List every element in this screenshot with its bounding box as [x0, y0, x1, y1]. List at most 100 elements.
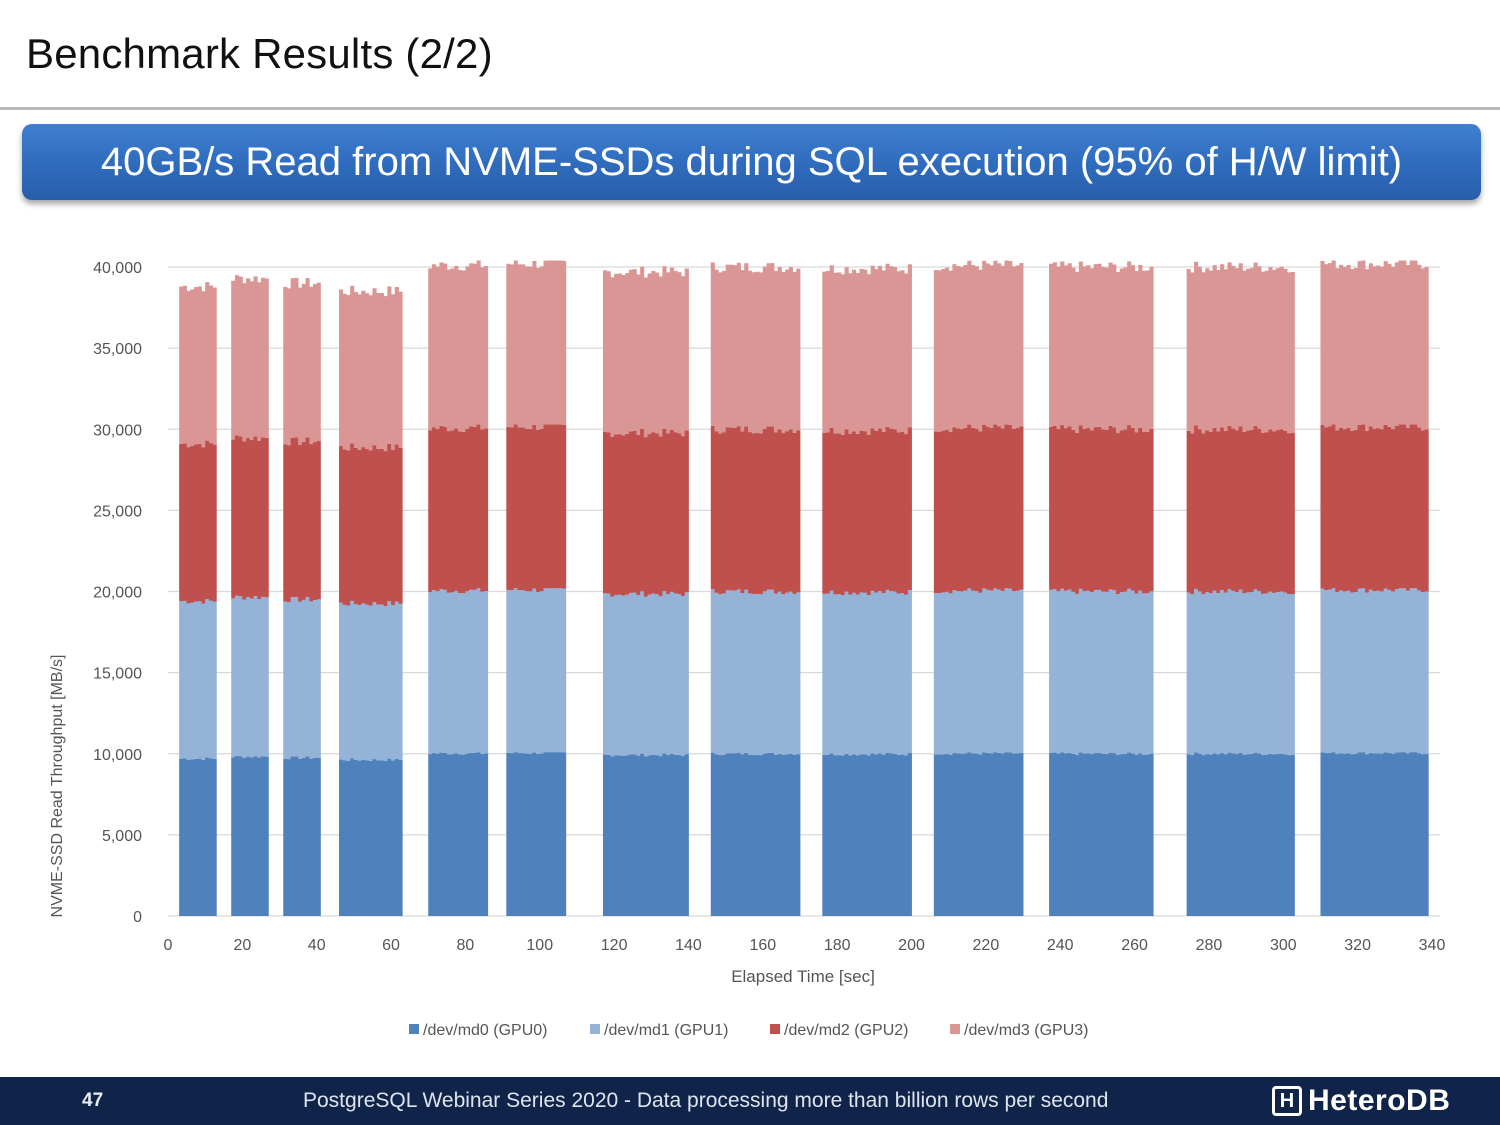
bar-segment [539, 753, 544, 916]
bar-segment [1101, 429, 1106, 592]
bar-segment [558, 752, 563, 916]
bar-segment [773, 271, 779, 433]
bar-segment [673, 270, 678, 433]
bar-segment [1420, 754, 1425, 916]
bar-segment [967, 260, 972, 425]
bar-segment [740, 593, 745, 755]
bar-segment [952, 427, 957, 591]
bar-segment [179, 286, 184, 444]
bar-segment [286, 602, 292, 760]
bar-segment [469, 263, 474, 427]
bar-segment [562, 260, 567, 425]
bar-segment [896, 432, 901, 594]
bar-segment [1220, 590, 1225, 754]
bar-segment [1342, 266, 1347, 430]
bar-segment [294, 437, 299, 597]
bar-segment [264, 756, 269, 916]
bar-segment [484, 266, 489, 429]
bar-segment [309, 444, 314, 602]
bar-segment [1335, 430, 1340, 593]
bar-segment [643, 596, 648, 757]
bar-segment [762, 591, 767, 754]
bar-segment [1327, 263, 1333, 427]
bar-segment [1231, 428, 1236, 591]
bar-segment [510, 753, 515, 916]
bar-segment [1234, 592, 1240, 755]
bar-segment [469, 426, 474, 590]
bar-segment [982, 260, 987, 425]
bar-segment [1138, 264, 1143, 428]
bar-segment [892, 753, 898, 916]
bar-segment [1216, 593, 1221, 755]
bar-segment [840, 755, 846, 916]
bar-segment [1116, 272, 1121, 434]
bar-segment [714, 269, 719, 432]
bar-segment [948, 270, 953, 433]
bar-segment [1097, 263, 1102, 427]
bar-segment [1249, 753, 1254, 916]
bar-segment [1275, 592, 1280, 755]
footer-caption: PostgreSQL Webinar Series 2020 - Data pr… [303, 1089, 1109, 1112]
bar-segment [253, 756, 258, 916]
bar-segment [1331, 424, 1336, 589]
bar-segment [298, 444, 303, 602]
bar-segment [1372, 266, 1377, 429]
bar-segment [539, 591, 544, 754]
bar-segment [971, 590, 976, 754]
bar-segment [1234, 754, 1240, 916]
bar-segment [733, 753, 738, 916]
x-tick-label: 20 [233, 937, 251, 954]
bar-segment [472, 263, 477, 427]
bar-segment [439, 262, 444, 426]
y-tick-label: 0 [133, 909, 142, 926]
bar-segment [446, 431, 451, 593]
bar-segment [1402, 588, 1407, 753]
bar-segment [837, 433, 842, 595]
bar-segment [1067, 752, 1072, 916]
bar-segment [751, 433, 756, 595]
bar-segment [863, 592, 868, 755]
x-axis-ticks: 0 20 40 60 80 100 120 140 160 180 200 220 240 260 280 3… [164, 937, 1446, 954]
bar-segment [457, 593, 463, 755]
bar-segment [387, 286, 392, 444]
bar-segment [372, 759, 377, 916]
bar-segment [435, 591, 440, 754]
bar-segment [852, 269, 857, 432]
bar-segment [1082, 753, 1087, 916]
bar-segment [1376, 590, 1381, 754]
bar-segment [484, 428, 489, 592]
bar-segment [550, 588, 556, 753]
bar-segment [562, 588, 567, 753]
bar-segment [941, 430, 946, 593]
x-tick-label: 240 [1047, 937, 1074, 954]
bar-segment [1405, 265, 1411, 428]
bar-segment [309, 758, 314, 916]
bar-segment [1011, 591, 1017, 754]
bar-segment [1257, 266, 1262, 429]
legend-swatch [950, 1024, 960, 1034]
bar-segment [357, 605, 362, 761]
bar-segment [510, 427, 515, 591]
bar-segment [1190, 272, 1195, 434]
bar-segment [1342, 753, 1347, 916]
bar-segment [762, 753, 767, 916]
bar-segment [532, 260, 537, 425]
bar-segment [521, 590, 526, 754]
bar-segment [1093, 590, 1098, 754]
bar-segment [312, 442, 318, 601]
bar-segment [1350, 430, 1355, 593]
bar-segment [989, 428, 994, 591]
bar-segment [1368, 426, 1373, 590]
bar-segment [1208, 593, 1214, 755]
bar-segment [365, 604, 370, 761]
bar-segment [562, 424, 567, 589]
bar-segment [1260, 593, 1266, 755]
bar-segment [952, 590, 957, 754]
bar-segment [394, 601, 399, 759]
bar-segment [1205, 430, 1210, 593]
bar-segment [681, 756, 686, 916]
bar-segment [1138, 753, 1143, 916]
bar-segment [785, 269, 790, 432]
bar-segment [770, 426, 775, 590]
bar-segment [350, 443, 355, 601]
